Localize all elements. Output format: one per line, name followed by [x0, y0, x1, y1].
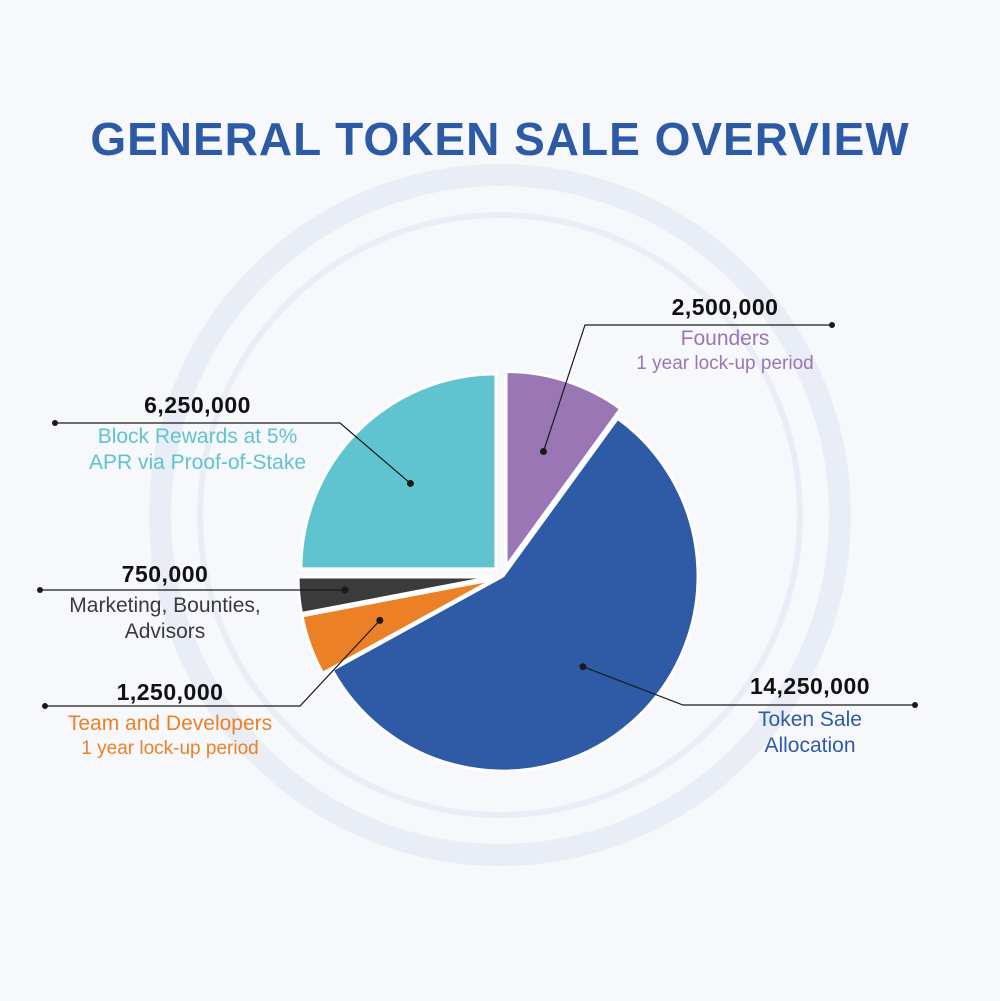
leader-dot — [539, 448, 547, 456]
value-label: 14,250,000 — [749, 673, 871, 699]
pie-slice — [330, 416, 700, 773]
leader-dot — [406, 479, 414, 487]
watermark-ring — [197, 212, 803, 818]
leader-end-dot — [52, 420, 58, 426]
leader-dot — [341, 586, 349, 594]
leader-dot — [376, 616, 384, 624]
watermark-ring — [149, 164, 851, 866]
leader-line — [45, 619, 381, 707]
slice-label: Token Sale Allocation — [758, 707, 862, 757]
leader-end-dot — [37, 587, 43, 593]
label-team: 1,250,000 Team and Developers 1 year loc… — [40, 678, 300, 761]
leader-line — [542, 324, 832, 452]
label-token-sale: 14,250,000 Token Sale Allocation — [700, 672, 920, 759]
slice-label: Block Rewards at 5% APR via Proof-of-Sta… — [88, 424, 307, 474]
pie-slice — [296, 575, 494, 616]
value-label: 2,500,000 — [671, 294, 779, 320]
leader-line — [582, 666, 915, 706]
slice-label: Founders — [680, 326, 770, 350]
leader-dot — [579, 663, 587, 671]
value-label: 6,250,000 — [144, 392, 251, 418]
value-label: 1,250,000 — [116, 679, 224, 705]
value-label: 750,000 — [121, 561, 209, 587]
slice-sublabel: 1 year lock-up period — [81, 738, 259, 759]
watermark-logo — [149, 164, 851, 866]
leader-line — [55, 422, 411, 484]
slice-label: Team and Developers — [67, 711, 273, 735]
slice-sublabel: 1 year lock-up period — [636, 353, 814, 374]
pie-slice — [300, 577, 495, 676]
leader-end-dot — [912, 702, 918, 708]
label-marketing: 750,000 Marketing, Bounties, Advisors — [40, 560, 290, 645]
label-block-rewards: 6,250,000 Block Rewards at 5% APR via Pr… — [55, 391, 340, 476]
slice-label: Marketing, Bounties, Advisors — [69, 593, 261, 643]
label-founders: 2,500,000 Founders 1 year lock-up period — [600, 293, 850, 376]
leader-end-dot — [42, 703, 48, 709]
chart-title: GENERAL TOKEN SALE OVERVIEW — [90, 113, 910, 165]
leader-end-dot — [829, 322, 835, 328]
pie-slice — [299, 372, 498, 571]
